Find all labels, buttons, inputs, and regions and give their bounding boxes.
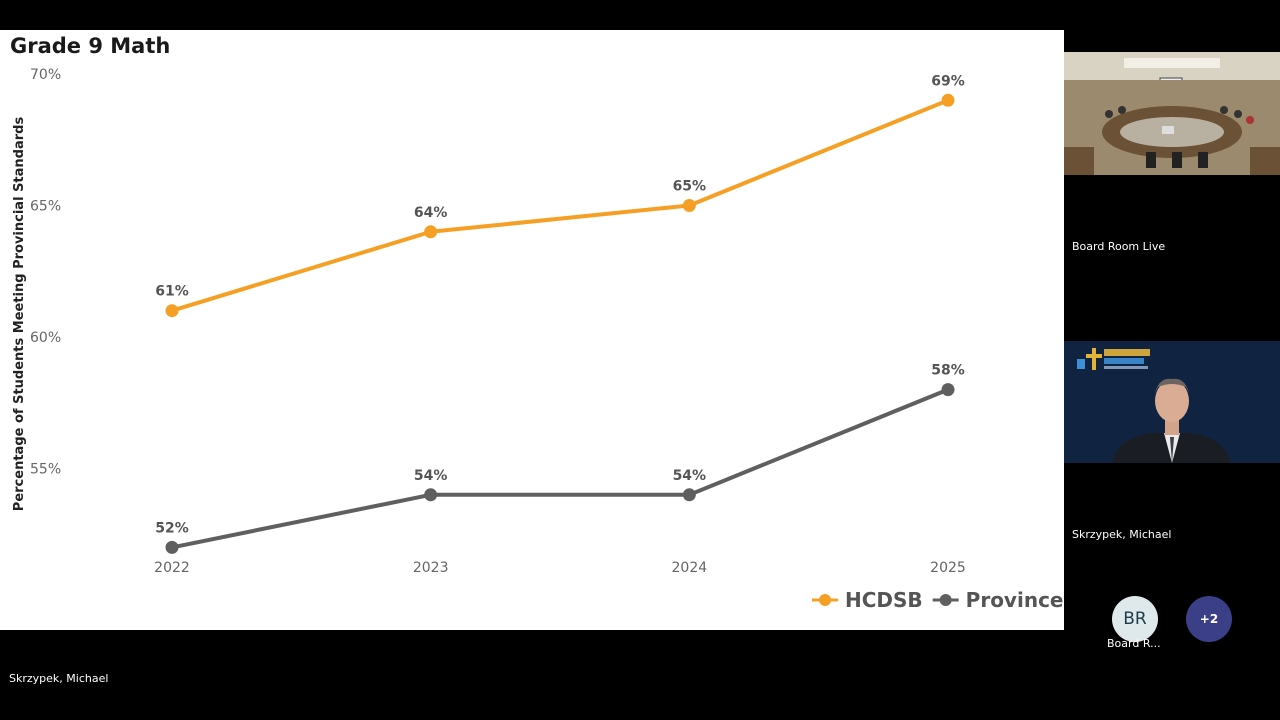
- series-line-hcdsb: [171, 98, 949, 313]
- x-tick-label: 2024: [672, 560, 708, 576]
- data-label-hcdsb: 61%: [155, 284, 189, 300]
- conference-room-video: [1064, 52, 1280, 175]
- speaker-video: [1064, 341, 1280, 463]
- avatar-name-label: Board R...: [1107, 637, 1161, 650]
- legend-label: HCDSB: [845, 588, 923, 612]
- line-chart: Grade 9 Math Percentage of Students Meet…: [10, 34, 1064, 612]
- y-tick-label: 60%: [30, 330, 61, 346]
- speaker-video-tile[interactable]: [1064, 341, 1280, 463]
- legend-swatch-marker: [939, 594, 952, 606]
- data-point-hcdsb: [682, 199, 696, 212]
- data-label-hcdsb: 64%: [414, 205, 448, 221]
- data-point-province: [682, 488, 696, 502]
- more-participants-count: +2: [1199, 612, 1219, 626]
- data-point-province: [424, 488, 438, 502]
- y-tick-label: 55%: [30, 462, 61, 478]
- x-tick-label: 2023: [413, 560, 449, 576]
- series-line-province: [171, 387, 949, 550]
- x-tick-label: 2025: [930, 560, 966, 576]
- board-room-video-tile[interactable]: [1064, 52, 1280, 175]
- data-label-hcdsb: 65%: [673, 179, 707, 195]
- data-point-province: [941, 383, 955, 397]
- y-axis-label: Percentage of Students Meeting Provincia…: [12, 117, 27, 512]
- legend-swatch-marker: [819, 594, 831, 606]
- data-point-hcdsb: [941, 93, 955, 107]
- chart-title: Grade 9 Math: [10, 34, 170, 58]
- data-label-province: 54%: [673, 468, 707, 484]
- data-point-hcdsb: [165, 304, 179, 318]
- y-tick-label: 70%: [30, 67, 61, 83]
- data-label-hcdsb: 69%: [931, 73, 965, 89]
- x-tick-label: 2022: [154, 560, 190, 576]
- avatar-initials: BR: [1123, 609, 1147, 629]
- data-label-province: 54%: [414, 468, 448, 484]
- active-speaker-name: Skrzypek, Michael: [9, 672, 109, 685]
- speaker-tile-name: Skrzypek, Michael: [1072, 528, 1172, 541]
- data-point-province: [165, 540, 179, 554]
- data-point-hcdsb: [424, 225, 438, 239]
- y-tick-label: 65%: [30, 199, 61, 215]
- halton-catholic-logo: [1077, 348, 1150, 370]
- data-label-province: 52%: [155, 520, 189, 536]
- legend-label: Province: [966, 588, 1064, 612]
- shared-slide: Grade 9 Math Percentage of Students Meet…: [0, 30, 1064, 630]
- more-participants-button[interactable]: +2: [1186, 596, 1232, 642]
- data-label-province: 58%: [931, 363, 965, 379]
- board-room-tile-name: Board Room Live: [1072, 240, 1166, 253]
- participant-avatar-board-room[interactable]: BR: [1112, 596, 1158, 642]
